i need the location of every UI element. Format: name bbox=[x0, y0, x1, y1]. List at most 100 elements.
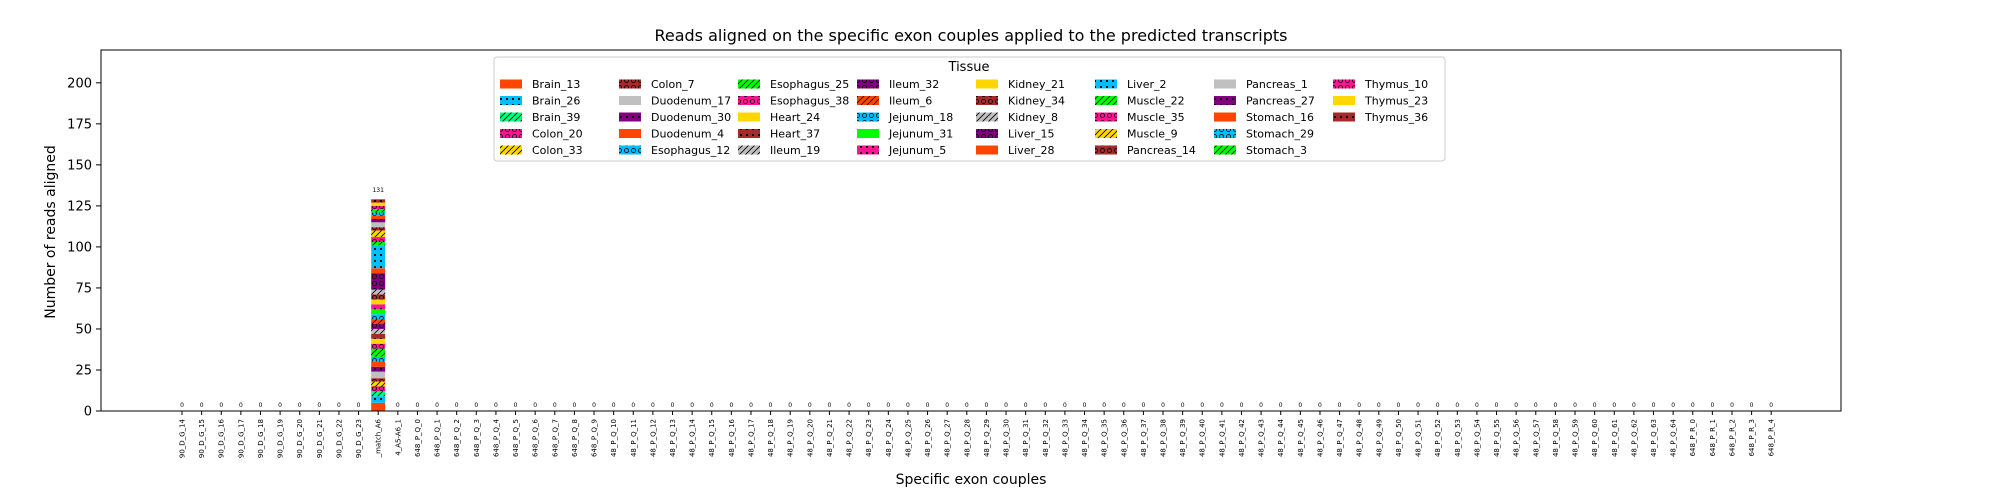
legend-swatch-hatch bbox=[1095, 96, 1117, 105]
bar-segment-hatch bbox=[371, 230, 386, 238]
bar-segment-hatch bbox=[371, 396, 386, 403]
x-tick-label: 648_P_Q_0 bbox=[414, 419, 422, 457]
legend-entry-label: Kidney_21 bbox=[1008, 78, 1065, 91]
legend-swatch-hatch bbox=[619, 145, 641, 155]
x-tick-label: 48_P_Q_41 bbox=[1218, 419, 1226, 457]
legend-entry-label: Brain_39 bbox=[532, 111, 580, 124]
y-tick-label: 75 bbox=[75, 281, 92, 296]
legend-entry-label: Brain_13 bbox=[532, 78, 580, 91]
bar-total-label: 0 bbox=[906, 402, 910, 409]
bar-total-label: 0 bbox=[1200, 402, 1204, 409]
legend-entry-label: Ileum_32 bbox=[889, 78, 939, 91]
legend-entry-label: Liver_15 bbox=[1008, 128, 1054, 141]
x-tick-label: 48_P_Q_50 bbox=[1395, 419, 1403, 457]
bar-segment-pancreas_1 bbox=[371, 222, 386, 228]
x-tick-label: 48_P_Q_36 bbox=[1120, 418, 1128, 457]
bar-segment-hatch bbox=[371, 241, 386, 246]
x-tick-label: 48_P_Q_32 bbox=[1042, 419, 1050, 457]
x-tick-label: 48_P_Q_22 bbox=[846, 419, 854, 457]
x-tick-label: 48_P_Q_44 bbox=[1277, 418, 1285, 457]
y-tick-label: 125 bbox=[67, 199, 92, 214]
bar-total-label: 0 bbox=[180, 402, 184, 409]
legend-swatch-hatch bbox=[1214, 145, 1236, 155]
bar-total-label: 0 bbox=[1553, 402, 1557, 409]
bar-segment-hatch bbox=[371, 378, 386, 382]
x-tick-label: 648_P_R_3 bbox=[1748, 419, 1756, 456]
bar-total-label: 0 bbox=[788, 402, 792, 409]
bar-total-label: 0 bbox=[1750, 402, 1754, 409]
legend-entry-label: Liver_2 bbox=[1127, 78, 1166, 91]
bar-segment-hatch bbox=[371, 314, 386, 320]
x-tick-label: 48_P_Q_62 bbox=[1630, 419, 1638, 457]
bar-total-label: 0 bbox=[1769, 402, 1773, 409]
bar-segment-liver_28 bbox=[371, 268, 386, 274]
bar-total-label: 0 bbox=[690, 402, 694, 409]
legend-swatch-hatch bbox=[500, 145, 522, 155]
bar-segment-hatch bbox=[371, 324, 386, 329]
legend-entry-label: Stomach_3 bbox=[1246, 144, 1307, 157]
legend-entry-label: Muscle_9 bbox=[1127, 128, 1178, 141]
legend-entry-label: Stomach_16 bbox=[1246, 111, 1314, 124]
bar-total-label: 0 bbox=[1318, 402, 1322, 409]
bar-total-label: 0 bbox=[1043, 402, 1047, 409]
x-tick-label: 48_P_Q_24 bbox=[885, 418, 893, 457]
legend-swatch bbox=[1214, 79, 1236, 89]
bar-segment-hatch bbox=[371, 237, 386, 242]
x-tick-label: 90_D_G_19 bbox=[277, 419, 285, 458]
bar-total-label: 0 bbox=[1063, 402, 1067, 409]
x-tick-label: 48_P_Q_16 bbox=[728, 418, 736, 457]
bar-total-label: 0 bbox=[1730, 402, 1734, 409]
bar-total-label: 0 bbox=[631, 402, 635, 409]
x-tick-label: 48_P_Q_21 bbox=[826, 419, 834, 457]
legend-entry-label: Jejunum_18 bbox=[888, 111, 953, 124]
legend-entry-label: Colon_20 bbox=[532, 128, 583, 141]
x-tick-label: 48_P_Q_19 bbox=[787, 419, 795, 457]
bar-segment-hatch bbox=[371, 366, 386, 372]
bar-segment-hatch bbox=[371, 386, 386, 392]
legend-entry-label: Duodenum_30 bbox=[651, 111, 731, 124]
bar-total-label: 0 bbox=[1024, 402, 1028, 409]
bar-total-label: 0 bbox=[553, 402, 557, 409]
bar-total-label: 0 bbox=[1181, 402, 1185, 409]
legend-swatch bbox=[619, 129, 641, 138]
bar-total-label: 0 bbox=[317, 402, 321, 409]
x-tick-label: 48_P_Q_43 bbox=[1258, 419, 1266, 457]
legend-swatch-hatch bbox=[500, 112, 522, 122]
bar-segment-hatch bbox=[371, 227, 386, 231]
legend-entry-label: Colon_7 bbox=[651, 78, 695, 91]
x-tick-label: 48_P_Q_53 bbox=[1454, 419, 1462, 457]
bar-segment-hatch bbox=[371, 319, 386, 325]
x-tick-label: 90_D_G_15 bbox=[198, 419, 206, 458]
x-axis: 90_D_G_14 90_D_G_15 90_D_G_16 90_D_G_17 90_D… bbox=[179, 411, 1776, 458]
bar-total-label: 0 bbox=[1279, 402, 1283, 409]
legend-entry-label: Colon_33 bbox=[532, 144, 583, 157]
bar-total-label: 0 bbox=[1004, 402, 1008, 409]
bar-total-label: 0 bbox=[651, 402, 655, 409]
bar-segment-hatch bbox=[371, 348, 386, 357]
legend-swatch-hatch bbox=[1333, 79, 1355, 89]
legend-swatch bbox=[1333, 96, 1355, 105]
bar-total-label: 0 bbox=[1436, 402, 1440, 409]
legend-entry-label: Jejunum_5 bbox=[888, 144, 946, 157]
x-tick-label: 48_P_Q_46 bbox=[1316, 418, 1324, 457]
bar-total-label: 0 bbox=[886, 402, 890, 409]
bar-segment-jejunum_31 bbox=[371, 309, 386, 315]
bar-total-label: 0 bbox=[200, 402, 204, 409]
legend-swatch bbox=[619, 96, 641, 105]
x-tick-label: 90_D_G_22 bbox=[335, 419, 343, 458]
x-tick-label: 648_P_Q_5 bbox=[512, 419, 520, 457]
x-tick-label: 48_P_Q_64 bbox=[1670, 418, 1678, 457]
bar-total-label: 0 bbox=[455, 402, 459, 409]
bar-total-label: 0 bbox=[1691, 402, 1695, 409]
legend-entry-label: Pancreas_14 bbox=[1127, 144, 1196, 157]
bar-segment-hatch bbox=[371, 356, 386, 362]
legend-swatch-hatch bbox=[976, 96, 998, 105]
legend-swatch bbox=[738, 112, 760, 122]
legend-entry-label: Jejunum_31 bbox=[888, 128, 953, 141]
x-tick-label: 48_P_Q_52 bbox=[1434, 419, 1442, 457]
bar-total-label: 0 bbox=[945, 402, 949, 409]
bar-total-label: 0 bbox=[1593, 402, 1597, 409]
x-tick-label: 648_P_R_4 bbox=[1768, 418, 1776, 456]
x-tick-label: 48_P_Q_15 bbox=[708, 419, 716, 457]
